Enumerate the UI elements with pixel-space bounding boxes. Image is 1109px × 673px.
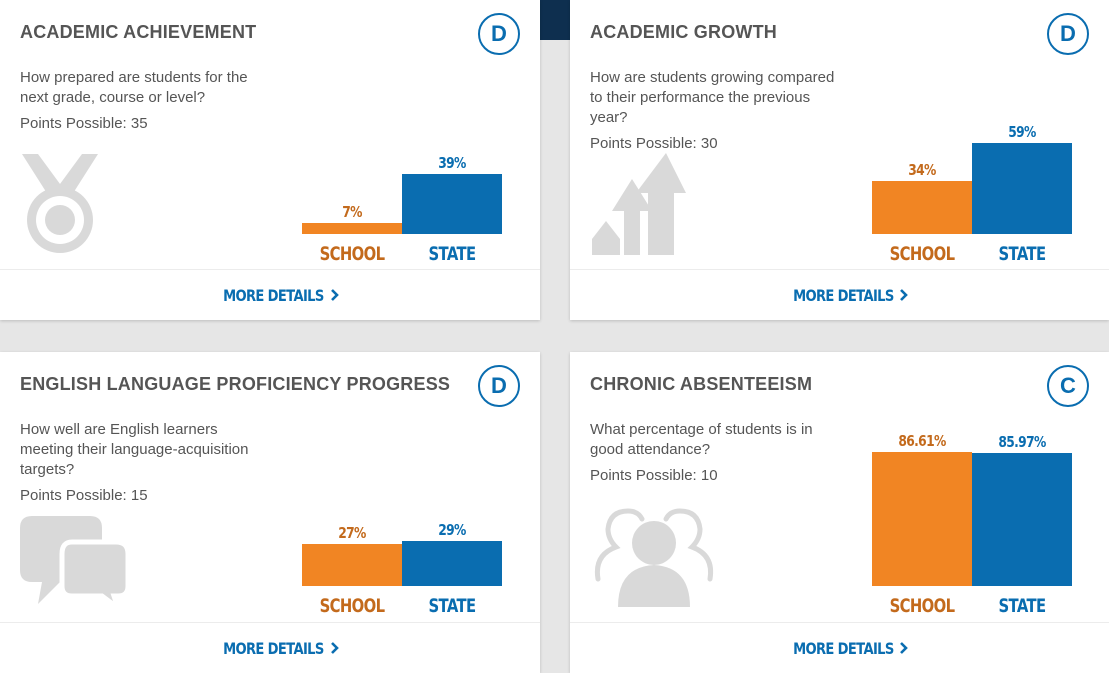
card-title: CHRONIC ABSENTEEISM [590, 374, 813, 394]
more-details-label: MORE DETAILS [792, 285, 894, 305]
comparison-chart: 27% 29% SCHOOL STATE [302, 352, 502, 620]
state-bar [402, 541, 502, 586]
state-bar [972, 143, 1072, 234]
card-question: How prepared are students for the next g… [20, 69, 248, 106]
school-label: SCHOOL [319, 243, 385, 265]
chevron-right-icon [330, 289, 339, 301]
card-footer: MORE DETAILS [570, 622, 1109, 673]
school-label: SCHOOL [319, 595, 385, 617]
comparison-chart: 34% 59% SCHOOL STATE [872, 0, 1072, 268]
card-title: ENGLISH LANGUAGE PROFICIENCY PROGRESS [20, 374, 451, 394]
card-chronic-absenteeism: CHRONIC ABSENTEEISM C What percentage of… [570, 352, 1109, 673]
top-dark-bar [540, 0, 570, 40]
state-value: 29% [438, 521, 466, 539]
grade-badge: C [1047, 365, 1089, 407]
points-possible: Points Possible: 30 [590, 135, 718, 152]
more-details-link[interactable]: MORE DETAILS [771, 639, 909, 658]
card-academic-growth: ACADEMIC GROWTH D How are students growi… [570, 0, 1109, 320]
state-value: 85.97% [998, 433, 1046, 451]
state-value: 39% [438, 154, 466, 172]
state-label: STATE [998, 595, 1046, 617]
school-bar [302, 223, 402, 234]
grade-badge: D [478, 365, 520, 407]
card-footer: MORE DETAILS [0, 622, 540, 673]
card-question: How well are English learners meeting th… [20, 421, 249, 478]
state-label: STATE [428, 243, 476, 265]
grade-badge: D [1047, 13, 1089, 55]
more-details-link[interactable]: MORE DETAILS [201, 639, 339, 658]
card-title: ACADEMIC GROWTH [590, 22, 777, 42]
school-bar [872, 181, 972, 234]
school-value: 34% [908, 161, 936, 179]
medal-icon [22, 154, 98, 253]
points-possible: Points Possible: 15 [20, 487, 148, 504]
state-label: STATE [998, 243, 1046, 265]
state-bar [402, 174, 502, 234]
chevron-right-icon [330, 642, 339, 654]
school-value: 7% [342, 203, 362, 221]
chevron-right-icon [900, 642, 909, 654]
card-footer: MORE DETAILS [570, 269, 1109, 320]
card-question: What percentage of students is in good a… [590, 421, 813, 458]
comparison-chart: 86.61% 85.97% SCHOOL STATE [872, 352, 1072, 620]
card-question: How are students growing compared to the… [590, 69, 835, 126]
more-details-label: MORE DETAILS [792, 638, 894, 658]
grade-badge: D [478, 13, 520, 55]
school-bar [872, 452, 972, 586]
chevron-right-icon [900, 289, 909, 301]
points-possible: Points Possible: 10 [590, 467, 718, 484]
more-details-link[interactable]: MORE DETAILS [771, 286, 909, 305]
card-title: ACADEMIC ACHIEVEMENT [20, 22, 257, 42]
school-value: 27% [338, 524, 366, 542]
state-bar [972, 453, 1072, 586]
people-icon [594, 508, 714, 607]
points-possible: Points Possible: 35 [20, 115, 148, 132]
card-english-language-proficiency: ENGLISH LANGUAGE PROFICIENCY PROGRESS D … [0, 352, 540, 673]
school-label: SCHOOL [889, 243, 955, 265]
school-bar [302, 544, 402, 586]
state-label: STATE [428, 595, 476, 617]
growth-arrows-icon [592, 153, 686, 255]
speech-bubbles-icon [20, 516, 128, 608]
more-details-link[interactable]: MORE DETAILS [201, 286, 339, 305]
card-academic-achievement: ACADEMIC ACHIEVEMENT D How prepared are … [0, 0, 540, 320]
comparison-chart: 7% 39% SCHOOL STATE [302, 0, 502, 268]
more-details-label: MORE DETAILS [223, 285, 324, 305]
school-value: 86.61% [898, 432, 946, 450]
school-label: SCHOOL [889, 595, 955, 617]
card-footer: MORE DETAILS [0, 269, 540, 320]
state-value: 59% [1008, 123, 1036, 141]
more-details-label: MORE DETAILS [223, 638, 324, 658]
